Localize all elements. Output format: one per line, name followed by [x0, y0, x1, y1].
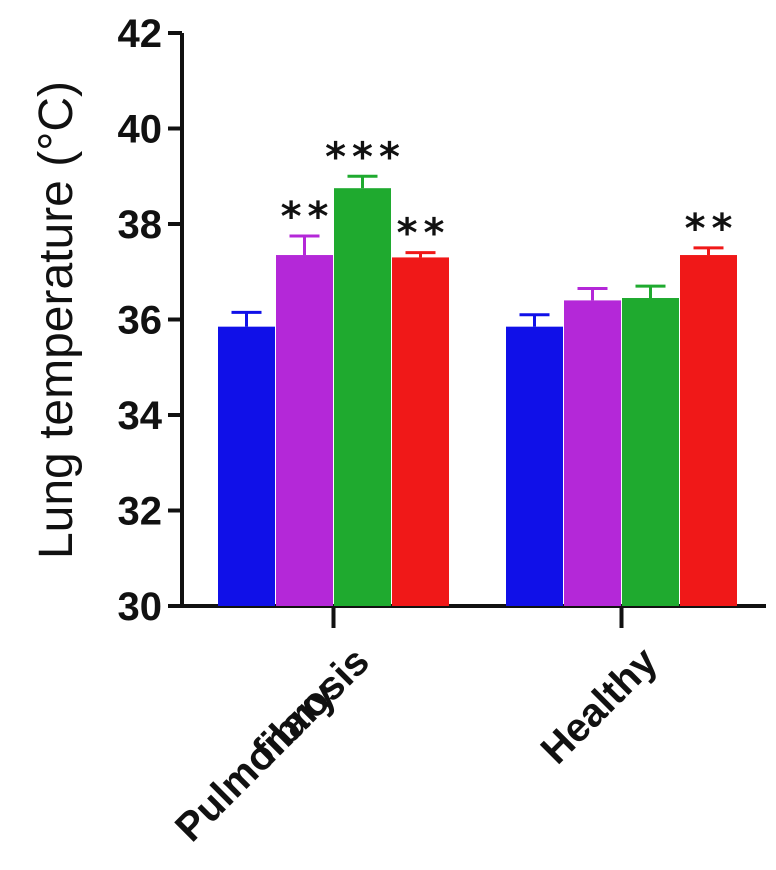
x-tick-label: Healthy [533, 639, 667, 773]
y-tick-label: 30 [118, 585, 163, 629]
y-tick-label: 40 [118, 108, 163, 152]
y-tick-label: 38 [118, 203, 163, 247]
bar [392, 257, 449, 606]
bar [218, 326, 275, 606]
x-tick-label: fibrosis [245, 639, 378, 772]
y-tick-label: 36 [118, 299, 163, 343]
y-tick-label: 42 [118, 12, 163, 56]
bar [564, 300, 621, 606]
bar [622, 298, 679, 606]
significance-label: ** [281, 194, 335, 240]
significance-label: ** [685, 206, 739, 252]
y-tick-label: 32 [118, 490, 163, 534]
y-axis-label: Lung temperature (°C) [30, 81, 83, 559]
bar [334, 188, 391, 606]
significance-label: *** [325, 134, 406, 180]
bar [276, 255, 333, 606]
significance-label: ** [397, 211, 451, 257]
y-tick-label: 34 [118, 394, 163, 438]
bar [680, 255, 737, 606]
bar [506, 326, 563, 606]
